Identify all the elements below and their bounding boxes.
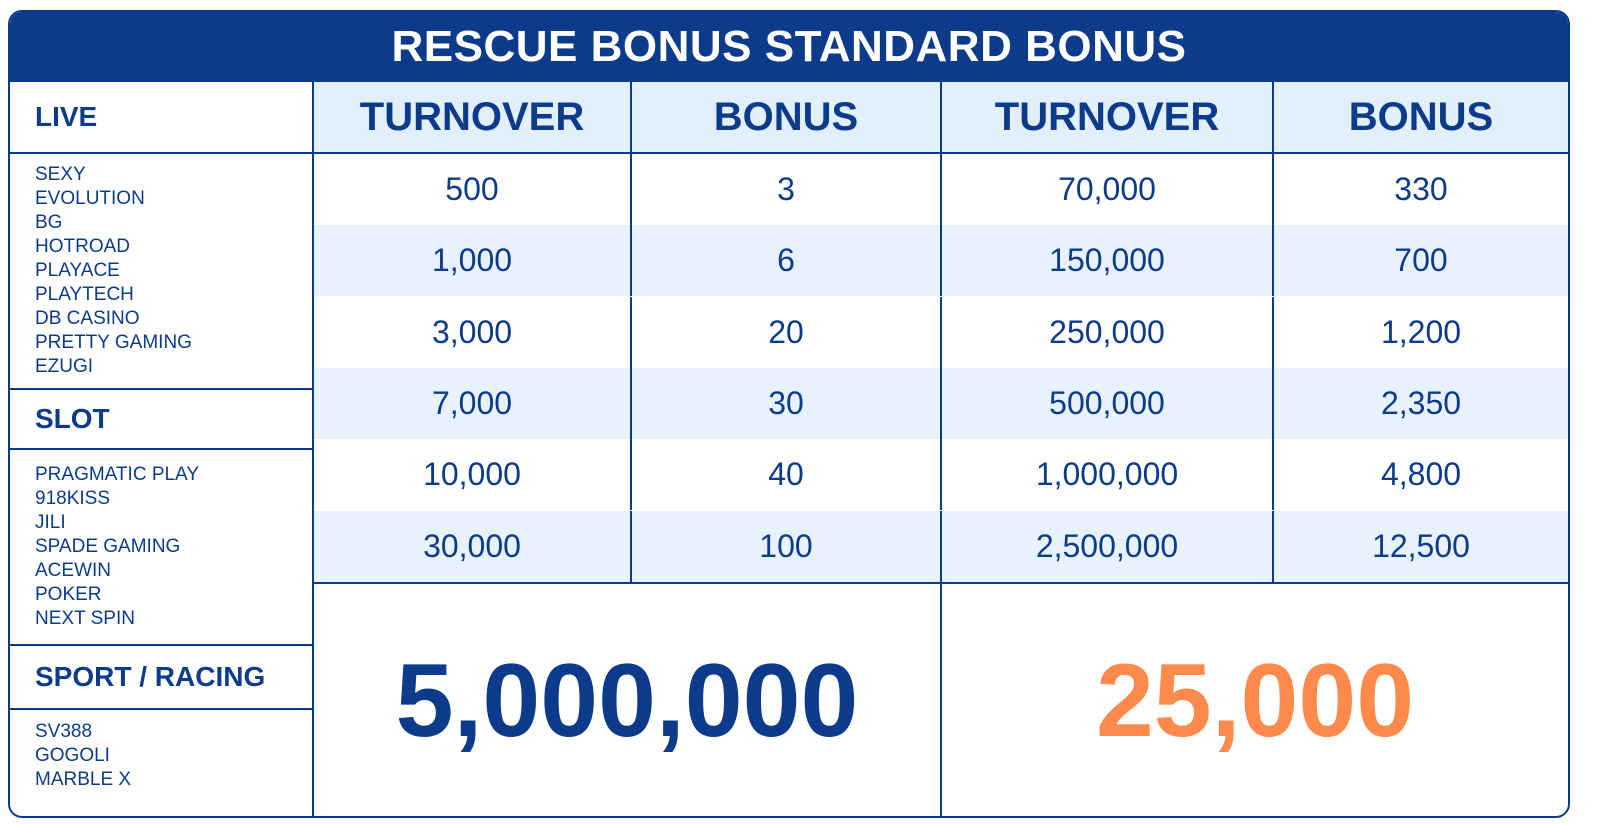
turnover-cell: 7,000 [314, 367, 632, 439]
bonus-cell: 6 [632, 225, 942, 297]
provider-item: PLAYACE [35, 260, 120, 281]
provider-sidebar: LIVE SEXY EVOLUTION BG HOTROAD PLAYACE PLAYTE… [10, 82, 314, 816]
turnover-cell: 30,000 [314, 510, 632, 582]
provider-item: BG [35, 212, 63, 233]
table-row: 3,000 20 250,000 1,200 [314, 296, 1568, 368]
live-provider-list: SEXY EVOLUTION BG HOTROAD PLAYACE PLAYTECH DB … [10, 154, 312, 390]
turnover-cell: 1,000,000 [942, 439, 1274, 511]
bonus-cell: 20 [632, 296, 942, 368]
max-bonus-value: 25,000 [942, 582, 1568, 816]
turnover-cell: 150,000 [942, 225, 1274, 297]
provider-item: 918KISS [35, 488, 110, 509]
bonus-cell: 330 [1394, 171, 1448, 207]
turnover-cell: 500,000 [942, 367, 1274, 439]
header-bonus-1: BONUS [632, 82, 942, 154]
provider-item: NEXT SPIN [35, 608, 135, 629]
provider-item: PRAGMATIC PLAY [35, 464, 199, 485]
table-row: 500 3 70,000 330 [314, 154, 1568, 225]
provider-item: GOGOLI [35, 745, 110, 766]
provider-item: DB CASINO [35, 308, 140, 329]
provider-item: EZUGI [35, 356, 94, 377]
slot-heading: SLOT [10, 390, 312, 450]
header-bonus-2: BONUS [1274, 82, 1568, 154]
provider-item: SEXY [35, 164, 86, 185]
table-row: 7,000 30 500,000 2,350 [314, 367, 1568, 439]
table-row: 10,000 40 1,000,000 4,800 [314, 439, 1568, 511]
provider-item: SV388 [35, 721, 93, 742]
turnover-cell: 250,000 [942, 296, 1274, 368]
turnover-cell: 70,000 [942, 154, 1274, 225]
bonus-cell: 4,800 [1380, 456, 1462, 493]
turnover-cell: 1,000 [314, 225, 632, 297]
table-title: RESCUE BONUS STANDARD BONUS [10, 12, 1568, 82]
bonus-grid: TURNOVER BONUS TURNOVER BONUS 500 3 70,000… [314, 82, 1568, 816]
provider-item: HOTROAD [35, 236, 130, 257]
sport-heading: SPORT / RACING [10, 646, 312, 710]
table-row: 30,000 100 2,500,000 12,500 [314, 510, 1568, 582]
provider-item: PRETTY GAMING [35, 332, 192, 353]
turnover-cell: 3,000 [314, 296, 632, 368]
live-heading: LIVE [10, 82, 312, 154]
bonus-cell: 3 [632, 154, 942, 225]
bonus-cell: 12,500 [1372, 527, 1470, 564]
bonus-cell: 100 [632, 510, 942, 582]
bonus-cell: 40 [632, 439, 942, 511]
provider-item: SPADE GAMING [35, 536, 181, 557]
table-row: 1,000 6 150,000 700 [314, 225, 1568, 297]
provider-item: JILI [35, 512, 66, 533]
bonus-table: RESCUE BONUS STANDARD BONUS LIVE SEXY EVO… [8, 10, 1570, 818]
bonus-cell: 2,350 [1380, 384, 1462, 421]
slot-provider-list: PRAGMATIC PLAY 918KISS JILI SPADE GAMING ACE… [10, 450, 312, 646]
provider-item: ACEWIN [35, 560, 111, 581]
bonus-cell: 700 [1394, 242, 1448, 279]
sport-provider-list: SV388 GOGOLI MARBLE X [10, 710, 312, 816]
header-turnover-2: TURNOVER [942, 82, 1274, 154]
max-turnover-value: 5,000,000 [314, 582, 942, 816]
provider-item: MARBLE X [35, 769, 132, 790]
bonus-cell: 1,200 [1380, 313, 1462, 350]
turnover-cell: 2,500,000 [942, 510, 1274, 582]
provider-item: EVOLUTION [35, 188, 145, 209]
header-turnover-1: TURNOVER [314, 82, 632, 154]
provider-item: PLAYTECH [35, 284, 134, 305]
turnover-cell: 500 [314, 154, 632, 225]
bonus-cell: 30 [632, 367, 942, 439]
turnover-cell: 10,000 [314, 439, 632, 511]
provider-item: POKER [35, 584, 102, 605]
